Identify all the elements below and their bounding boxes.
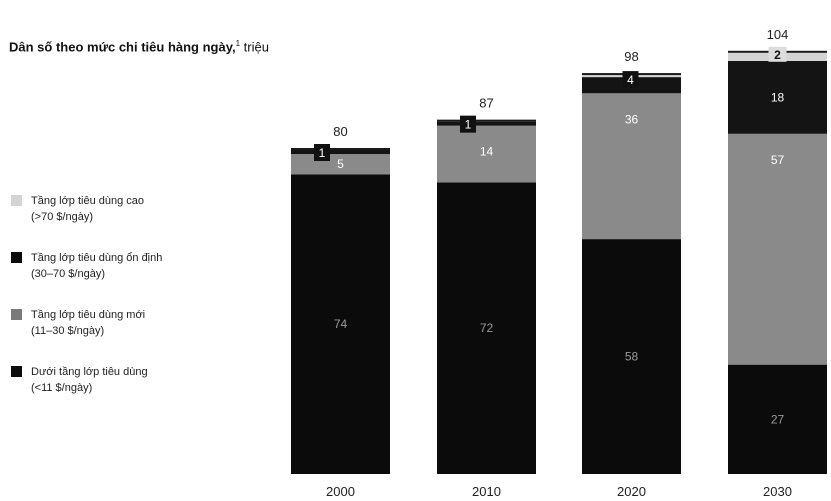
data-label-2020-series-1: 36	[625, 112, 639, 126]
legend-swatch	[11, 309, 22, 320]
data-label-2030-series-2: 18	[771, 90, 785, 104]
data-label-2000-series-1: 5	[337, 157, 344, 171]
bar-segment-2020-series-1	[582, 93, 681, 240]
category-label-2010: 2010	[472, 484, 501, 499]
bar-segment-2000-series-0	[291, 174, 390, 475]
data-label-2010-series-0: 72	[480, 321, 494, 335]
bar-segment-2030-series-0	[728, 364, 827, 474]
total-label-2000: 80	[333, 124, 347, 139]
bar-segment-2010-series-1	[437, 125, 536, 183]
data-label-2020-series-0: 58	[625, 350, 639, 364]
bar-segment-2010-series-0	[437, 182, 536, 474]
total-label-2010: 87	[479, 96, 493, 111]
bar-top-rule-2000	[291, 148, 390, 150]
legend-label: Dưới tầng lớp tiêu dùng (<11 $/ngày)	[31, 364, 148, 396]
chart-title: Dân số theo mức chi tiêu hàng ngày,1 tri…	[9, 39, 269, 54]
data-label-2030-series-0: 27	[771, 412, 785, 426]
chart-title-footnote-mark: 1	[235, 39, 241, 48]
legend-label-name: Tầng lớp tiêu dùng ổn định	[31, 252, 163, 264]
legend-label-name: Tầng lớp tiêu dùng cao	[31, 195, 145, 207]
data-label-2000-series-0: 74	[334, 317, 348, 331]
legend-label-range: (11–30 $/ngày)	[31, 325, 105, 337]
data-label-box-2010-series-2	[460, 115, 476, 133]
bar-segment-2030-series-2	[728, 60, 827, 134]
legend-label-name: Dưới tầng lớp tiêu dùng	[31, 366, 148, 378]
legend-swatch	[11, 366, 22, 377]
data-label-2030-series-3: 2	[774, 48, 781, 62]
legend-label: Tầng lớp tiêu dùng ổn định (30–70 $/ngày)	[31, 250, 162, 282]
legend-label: Tầng lớp tiêu dùng mới (11–30 $/ngày)	[31, 307, 145, 339]
bar-segment-2020-series-0	[582, 239, 681, 474]
category-label-2030: 2030	[763, 484, 792, 499]
chart-title-text: Dân số theo mức chi tiêu hàng ngày,	[9, 39, 236, 55]
data-label-2020-series-2: 4	[627, 73, 634, 87]
data-label-2010-series-2: 1	[465, 118, 472, 132]
total-label-2020: 98	[624, 49, 638, 64]
legend-label: Tầng lớp tiêu dùng cao (>70 $/ngày)	[31, 193, 144, 225]
legend-swatch	[11, 195, 22, 206]
legend-label-range: (<11 $/ngày)	[31, 382, 93, 394]
data-label-2000-series-2: 1	[319, 146, 326, 160]
total-label-2030: 104	[767, 27, 789, 42]
data-label-2030-series-1: 57	[771, 153, 785, 167]
data-label-box-2020-series-2	[622, 71, 639, 89]
data-label-box-2030-series-3	[768, 46, 787, 62]
legend-label-range: (30–70 $/ngày)	[31, 268, 105, 280]
bar-segment-2000-series-2	[291, 150, 390, 155]
legend-swatch	[11, 252, 22, 263]
chart-title-unit: triệu	[243, 39, 269, 55]
bar-segment-2010-series-2	[437, 121, 536, 126]
bar-segment-2030-series-1	[728, 133, 827, 365]
legend-label-range: (>70 $/ngày)	[31, 211, 94, 223]
data-label-box-2000-series-2	[314, 144, 330, 161]
legend-label-name: Tầng lớp tiêu dùng mới	[31, 309, 146, 321]
category-label-2020: 2020	[617, 484, 646, 499]
bar-top-rule-2010	[437, 119, 536, 122]
category-label-2000: 2000	[326, 484, 355, 499]
data-label-2010-series-1: 14	[480, 145, 494, 159]
